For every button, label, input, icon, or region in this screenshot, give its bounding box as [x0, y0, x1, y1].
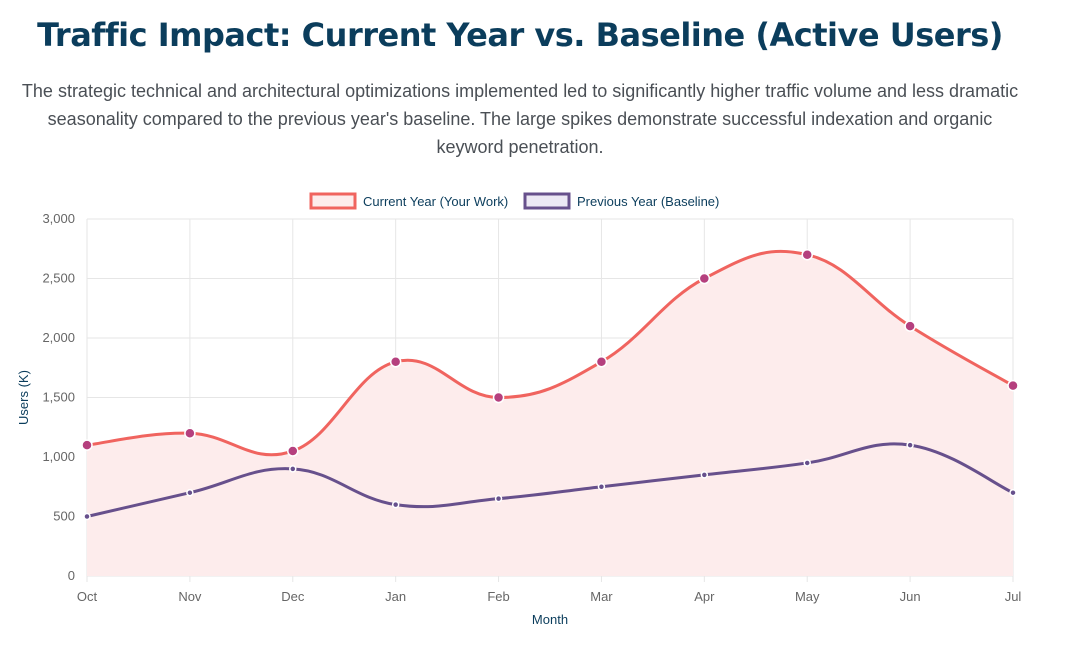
current-year-point[interactable]	[492, 391, 505, 404]
y-tick-label: 500	[53, 509, 75, 524]
baseline-point[interactable]	[494, 494, 503, 503]
y-tick-label: 2,500	[42, 271, 75, 286]
current-year-point[interactable]	[801, 248, 813, 261]
series-area-fill	[87, 251, 1013, 576]
x-tick-label: May	[795, 589, 820, 604]
x-tick-label: Jul	[1005, 589, 1022, 604]
series-line	[86, 442, 1014, 518]
chart-legend[interactable]: Current Year (Your Work) Previous Year (B…	[309, 192, 719, 210]
y-axis-ticks: 0 500 1,000 1,500 2,000 2,500 3,000	[42, 211, 75, 583]
current-year-point[interactable]	[389, 356, 402, 368]
current-year-point[interactable]	[287, 445, 299, 457]
x-tick-label: Jan	[385, 589, 406, 604]
current-year-point[interactable]	[1007, 379, 1019, 392]
x-tick-label: Dec	[281, 589, 305, 604]
series-line	[86, 249, 1014, 457]
current-year-point[interactable]	[595, 356, 608, 368]
y-tick-label: 3,000	[42, 211, 75, 226]
legend-label[interactable]: Previous Year (Baseline)	[577, 194, 719, 209]
chart-area-fills	[87, 251, 1013, 576]
y-tick-label: 2,000	[42, 330, 75, 345]
chart-series-lines	[86, 249, 1014, 518]
baseline-point[interactable]	[1009, 488, 1017, 497]
page-description: The strategic technical and architectura…	[21, 81, 1019, 157]
baseline-point[interactable]	[906, 441, 914, 449]
x-axis-ticks: Oct Nov Dec Jan Feb Mar Apr May Jun Jul	[77, 589, 1022, 604]
page-title: Traffic Impact: Current Year vs. Baselin…	[37, 16, 1003, 54]
y-axis-title: Users (K)	[16, 370, 31, 425]
baseline-point[interactable]	[83, 512, 91, 521]
current-year-point[interactable]	[904, 320, 916, 332]
x-tick-label: Jun	[900, 589, 921, 604]
x-tick-label: Oct	[77, 589, 98, 604]
legend-swatch[interactable]	[523, 192, 571, 210]
legend-label[interactable]: Current Year (Your Work)	[363, 194, 508, 209]
x-tick-label: Apr	[694, 589, 715, 604]
current-year-point[interactable]	[81, 439, 93, 451]
current-year-point[interactable]	[698, 272, 711, 285]
baseline-point[interactable]	[391, 500, 400, 509]
baseline-point[interactable]	[186, 488, 194, 497]
baseline-point[interactable]	[803, 459, 811, 467]
x-tick-label: Mar	[590, 589, 613, 604]
legend-swatch[interactable]	[309, 192, 357, 210]
chart-data-points	[81, 248, 1019, 521]
baseline-point[interactable]	[597, 483, 606, 491]
current-year-point[interactable]	[184, 427, 196, 439]
y-tick-label: 1,500	[42, 390, 75, 405]
x-tick-label: Feb	[487, 589, 509, 604]
traffic-line-chart: 0 500 1,000 1,500 2,000 2,500 3,000 Oct Nov Dec J…	[16, 192, 1022, 627]
x-tick-label: Nov	[178, 589, 202, 604]
baseline-point[interactable]	[700, 471, 709, 479]
baseline-point[interactable]	[289, 465, 297, 473]
x-axis-title: Month	[532, 612, 568, 627]
y-tick-label: 1,000	[42, 449, 75, 464]
y-tick-label: 0	[68, 568, 75, 583]
